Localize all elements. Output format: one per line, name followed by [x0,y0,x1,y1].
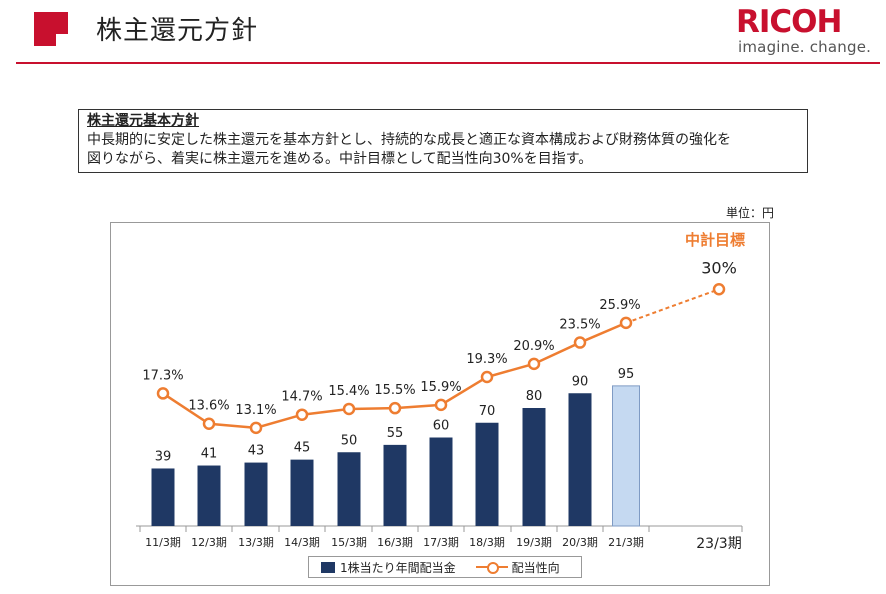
payout-point [480,370,494,384]
page-title: 株主還元方針 [96,16,259,46]
payout-point-label: 19.3% [466,352,507,367]
payout-point [712,283,726,296]
payout-point-label: 15.5% [374,383,415,398]
payout-point [295,408,309,421]
payout-point-label: 13.6% [188,399,229,414]
x-axis-tick-label: 18/3期 [469,536,505,549]
x-axis-tick-label: 21/3期 [608,536,644,549]
dividend-bar-label: 70 [479,404,496,419]
policy-box: 株主還元基本方針 中長期的に安定した株主還元を基本方針とし、持続的な成長と適正な… [78,109,808,173]
payout-point [573,336,587,349]
dividend-bar [337,452,361,526]
x-axis-tick-label: 11/3期 [145,536,181,549]
legend-label-payout: 配当性向 [511,560,560,575]
dividend-bar [612,385,640,527]
payout-point-label: 14.7% [281,390,322,405]
unit-label: 単位：円 [726,206,775,220]
payout-point-label: 17.3% [142,368,183,383]
payout-point [388,401,402,415]
dividend-bar-label: 55 [387,426,404,441]
dividend-bar [383,444,407,526]
x-axis-tick-label: 23/3期 [696,536,741,552]
dividend-bar [290,459,314,526]
payout-point [434,398,448,412]
dividend-bar-label: 50 [341,433,358,448]
payout-point [202,417,216,430]
ricoh-logo: RICOH [736,4,842,40]
payout-line-target [625,288,720,324]
dividend-bar-label: 39 [155,449,172,464]
payout-point-label: 15.4% [328,384,369,399]
dividend-bar [151,468,175,526]
payout-point-label: 13.1% [235,403,276,418]
chart-frame [110,222,770,586]
policy-title: 株主還元基本方針 [87,113,199,129]
policy-line-1: 中長期的に安定した株主還元を基本方針とし、持続的な成長と適正な資本構成および財務… [87,132,731,148]
dividend-bar [568,393,592,526]
logo-tagline: imagine. change. [738,38,872,56]
dividend-bar [475,422,499,526]
payout-point [527,357,541,371]
dividend-bar [522,408,546,526]
header-logo-square-notch [56,34,68,46]
dividend-bar-label: 60 [433,419,450,434]
legend-item-payout: 配当性向 [475,559,560,576]
payout-point-label: 15.9% [420,380,461,395]
dividend-bar [244,462,268,526]
x-axis-tick-label: 17/3期 [423,536,459,549]
legend-label-dividend: 1株当たり年間配当金 [340,560,456,575]
x-axis-tick-label: 15/3期 [331,536,367,549]
dividend-bar-label: 43 [248,444,265,459]
x-axis-tick-label: 14/3期 [284,536,320,549]
dividend-bar [429,437,453,526]
target-annotation: 中計目標 [685,231,745,249]
x-axis-tick-label: 16/3期 [377,536,413,549]
payout-point [342,402,356,416]
payout-point-label: 25.9% [599,298,640,313]
payout-point-label: 30% [701,258,737,277]
payout-point-label: 23.5% [559,318,600,333]
x-axis-tick-label: 20/3期 [562,536,598,549]
x-axis-tick-label: 13/3期 [238,536,274,549]
payout-point-label: 20.9% [513,339,554,354]
x-axis-tick-label: 12/3期 [191,536,227,549]
payout-point [249,421,263,435]
dividend-bar-label: 90 [572,374,589,389]
header-divider [16,62,880,64]
payout-point [619,316,633,330]
dividend-bar-label: 41 [201,447,218,462]
dividend-bar-label: 80 [526,389,543,404]
dividend-bar-label: 95 [618,367,635,382]
legend-bar-swatch [321,561,335,573]
chart-legend: 1株当たり年間配当金 配当性向 [308,556,582,578]
dividend-bar [197,465,221,526]
legend-item-dividend: 1株当たり年間配当金 [321,559,456,576]
x-axis-tick-label: 19/3期 [516,536,552,549]
legend-line-swatch [475,561,508,574]
dividend-bar-label: 45 [294,441,311,456]
policy-line-2: 図りながら、着実に株主還元を進める。中計目標として配当性向30%を目指す。 [87,151,593,167]
payout-point [156,387,170,400]
